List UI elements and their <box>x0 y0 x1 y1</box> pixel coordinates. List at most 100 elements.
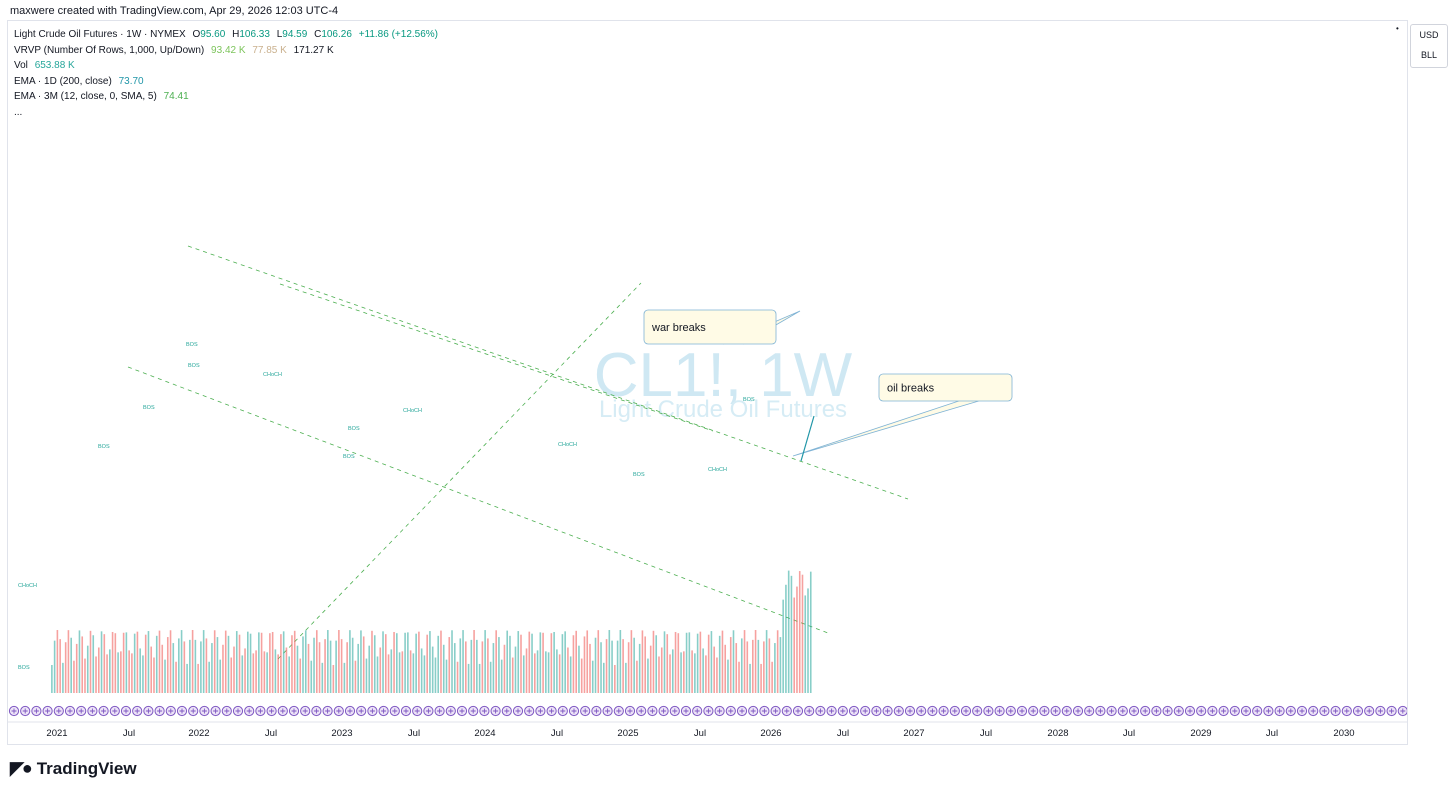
volume-bar <box>418 631 420 693</box>
volume-bar <box>459 638 462 693</box>
session-icon-mark <box>269 708 275 714</box>
volume-bar <box>484 630 486 693</box>
volume-bar <box>539 632 542 693</box>
volume-bar <box>434 657 437 693</box>
volume-bar <box>605 639 608 693</box>
session-icon-mark <box>1097 708 1103 714</box>
x-tick-label: 2029 <box>1190 728 1211 739</box>
volume-bar <box>404 632 406 693</box>
session-icon-mark <box>929 708 935 714</box>
volume-bar <box>429 631 431 693</box>
session-icon-mark <box>784 708 790 714</box>
volume-bar <box>390 649 393 693</box>
session-icon-mark <box>1243 708 1249 714</box>
session-icon-mark <box>1008 708 1014 714</box>
volume-bar <box>649 645 652 693</box>
volume-bar <box>75 643 78 693</box>
volume-bar <box>448 637 451 693</box>
volume-bar <box>558 654 561 693</box>
ema1-value: 73.70 <box>118 75 144 87</box>
structure-label: BOS <box>743 397 755 403</box>
volume-bar <box>453 643 456 693</box>
high-value: 106.33 <box>239 29 270 40</box>
session-icon-mark <box>257 708 263 714</box>
session-icon-mark <box>504 708 510 714</box>
volume-bar <box>125 632 128 693</box>
legend-vrvp-row[interactable]: VRVP (Number Of Rows, 1,000, Up/Down) 93… <box>14 43 438 59</box>
session-icon-mark <box>672 708 678 714</box>
session-icon-mark <box>761 708 767 714</box>
volume-bar <box>771 661 773 693</box>
session-icon-mark <box>246 708 252 714</box>
volume-bar <box>575 630 577 693</box>
volume-bar <box>669 654 671 693</box>
volume-bar <box>487 638 489 693</box>
volume-bar <box>384 634 387 693</box>
x-tick-label: Jul <box>1266 728 1278 739</box>
tradingview-logo: ◤● TradingView <box>10 758 137 779</box>
volume-bar <box>602 662 605 693</box>
session-icon-mark <box>448 708 454 714</box>
session-icon-mark <box>1176 708 1182 714</box>
volume-bar <box>161 644 164 693</box>
volume-bar <box>211 643 213 693</box>
volume-bar <box>801 574 804 693</box>
legend-symbol-row[interactable]: Light Crude Oil Futures · 1W · NYMEX O95… <box>14 27 438 43</box>
session-icon-mark <box>873 708 879 714</box>
session-icon-mark <box>739 708 745 714</box>
volume-bar <box>393 631 395 693</box>
session-icon-mark <box>985 708 991 714</box>
volume-bar <box>415 633 417 693</box>
session-icon-mark <box>1153 708 1159 714</box>
volume-bar <box>470 639 473 693</box>
x-tick-label: Jul <box>1123 728 1135 739</box>
volume-bar <box>622 639 624 693</box>
volume-bar <box>509 635 511 693</box>
volume-bar <box>142 655 144 693</box>
volume-bar <box>478 663 481 693</box>
legend-ema2-row[interactable]: EMA · 3M (12, close, 0, SMA, 5) 74.41 <box>14 89 438 105</box>
x-tick-label: 2024 <box>474 728 495 739</box>
legend-ema1-row[interactable]: EMA · 1D (200, close) 73.70 <box>14 74 438 90</box>
volume-bar <box>280 634 282 693</box>
volume-bar <box>757 639 760 693</box>
session-icon-mark <box>1019 708 1025 714</box>
session-icon-mark <box>414 708 420 714</box>
session-icon-mark <box>213 708 219 714</box>
x-tick-label: 2028 <box>1047 728 1068 739</box>
volume-bar <box>431 646 434 693</box>
volume-bar <box>351 637 354 693</box>
volume-bar <box>313 637 315 693</box>
volume-bar <box>219 659 222 693</box>
unit-selector[interactable]: USD BLL <box>1410 24 1448 68</box>
session-icon-mark <box>1086 708 1092 714</box>
volume-bar <box>183 641 186 693</box>
legend-vol-row[interactable]: Vol 653.88 K <box>14 58 438 74</box>
vol-value: 653.88 K <box>34 60 75 71</box>
session-icon-mark <box>45 708 51 714</box>
volume-bar <box>387 654 390 693</box>
volume-bar <box>586 630 589 693</box>
volume-bar <box>677 633 680 693</box>
session-icon-mark <box>549 708 555 714</box>
open-value: 95.60 <box>200 29 226 40</box>
volume-bar <box>362 636 365 693</box>
legend-more[interactable]: ... <box>14 106 23 118</box>
volume-bar <box>647 658 649 693</box>
volume-bar <box>536 650 539 693</box>
structure-label: BOS <box>186 342 198 348</box>
volume-bar <box>688 632 691 693</box>
more-options-icon[interactable]: • <box>1396 24 1399 33</box>
structure-label: BOS <box>18 665 30 671</box>
session-icon-mark <box>280 708 286 714</box>
volume-bar <box>633 637 635 693</box>
volume-bar <box>150 646 153 693</box>
trend-line <box>187 245 909 500</box>
volume-bar <box>67 630 70 693</box>
session-icon-mark <box>649 708 655 714</box>
volume-bar <box>368 645 371 693</box>
volume-bar <box>674 631 677 693</box>
x-tick-label: 2030 <box>1333 728 1354 739</box>
